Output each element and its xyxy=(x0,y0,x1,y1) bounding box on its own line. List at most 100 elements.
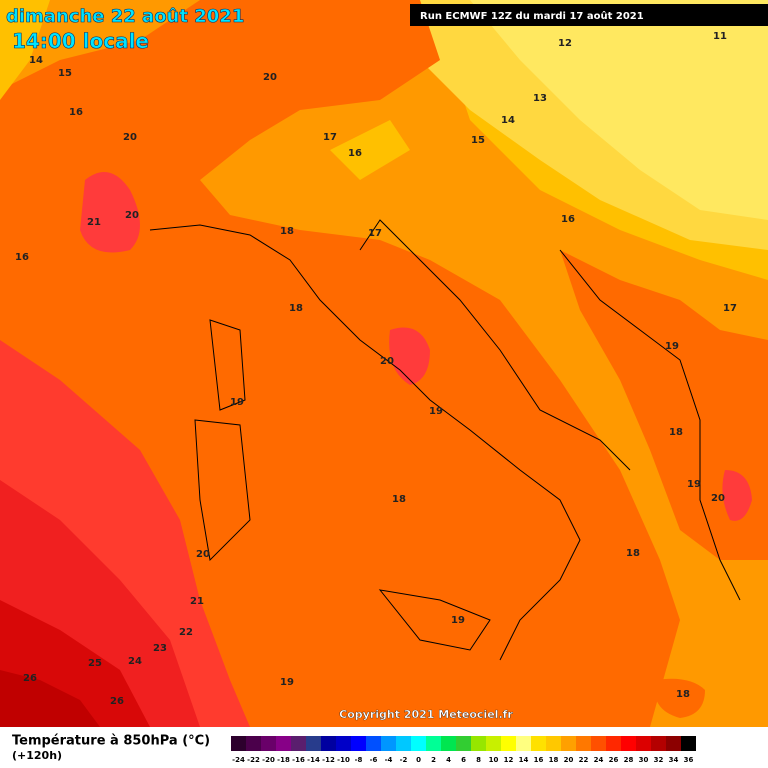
legend-swatch xyxy=(291,736,306,751)
legend-swatch xyxy=(501,736,516,751)
legend-swatch xyxy=(351,736,366,751)
contour-label: 20 xyxy=(123,132,137,143)
legend-tick: 16 xyxy=(534,756,544,764)
legend-tick: -22 xyxy=(247,756,260,764)
legend-swatch xyxy=(516,736,531,751)
legend-tick: 2 xyxy=(431,756,436,764)
legend-tick: 6 xyxy=(461,756,466,764)
contour-label: 16 xyxy=(69,107,83,118)
legend-tick: 4 xyxy=(446,756,451,764)
contour-label: 20 xyxy=(263,72,277,83)
contour-label: 17 xyxy=(323,132,337,143)
legend-swatch xyxy=(381,736,396,751)
legend-swatch xyxy=(441,736,456,751)
legend-tick: 18 xyxy=(549,756,559,764)
contour-label: 16 xyxy=(561,214,575,225)
contour-label: 16 xyxy=(15,252,29,263)
contour-label: 18 xyxy=(669,427,683,438)
legend-tick: -2 xyxy=(400,756,408,764)
legend-tick: -8 xyxy=(355,756,363,764)
temperature-field xyxy=(0,0,768,727)
legend-swatch xyxy=(591,736,606,751)
legend-tick: 12 xyxy=(504,756,514,764)
legend-swatch xyxy=(231,736,246,751)
legend-swatch xyxy=(396,736,411,751)
legend-swatch xyxy=(561,736,576,751)
legend-swatch xyxy=(621,736,636,751)
legend-tick: -12 xyxy=(322,756,335,764)
legend-swatch xyxy=(426,736,441,751)
legend-tick: 24 xyxy=(594,756,604,764)
legend-tick: 28 xyxy=(624,756,634,764)
contour-label: 11 xyxy=(713,31,727,42)
legend-swatch xyxy=(456,736,471,751)
legend-tick: 0 xyxy=(416,756,421,764)
legend-tick: 20 xyxy=(564,756,574,764)
legend-tick: 26 xyxy=(609,756,619,764)
legend-tick: 30 xyxy=(639,756,649,764)
legend-swatch xyxy=(246,736,261,751)
map-time: 14:00 locale xyxy=(12,29,149,53)
legend-tick: 14 xyxy=(519,756,529,764)
legend-swatch xyxy=(606,736,621,751)
contour-label: 14 xyxy=(29,55,43,66)
legend-swatch xyxy=(276,736,291,751)
legend-tick: -24 xyxy=(232,756,245,764)
run-info: Run ECMWF 12Z du mardi 17 août 2021 xyxy=(420,10,644,22)
contour-label: 14 xyxy=(501,115,515,126)
contour-label: 12 xyxy=(558,38,572,49)
legend-tick: 22 xyxy=(579,756,589,764)
contour-label: 24 xyxy=(128,656,142,667)
contour-label: 18 xyxy=(392,494,406,505)
legend-tick: -16 xyxy=(292,756,305,764)
copyright: Copyright 2021 Meteociel.fr xyxy=(339,708,513,721)
contour-label: 19 xyxy=(665,341,679,352)
contour-label: 20 xyxy=(125,210,139,221)
contour-label: 19 xyxy=(451,615,465,626)
contour-label: 16 xyxy=(348,148,362,159)
contour-label: 18 xyxy=(626,548,640,559)
legend-tick: -10 xyxy=(337,756,350,764)
contour-label: 15 xyxy=(58,68,72,79)
contour-label: 20 xyxy=(380,356,394,367)
legend-swatch xyxy=(261,736,276,751)
legend-swatch xyxy=(321,736,336,751)
contour-label: 26 xyxy=(110,696,124,707)
contour-label: 19 xyxy=(280,677,294,688)
legend-swatch xyxy=(336,736,351,751)
legend-swatch xyxy=(651,736,666,751)
legend-swatch xyxy=(531,736,546,751)
legend-tick: -4 xyxy=(385,756,393,764)
contour-label: 17 xyxy=(723,303,737,314)
legend-tick: 36 xyxy=(684,756,694,764)
contour-label: 23 xyxy=(153,643,167,654)
legend-tick: 32 xyxy=(654,756,664,764)
contour-label: 25 xyxy=(88,658,102,669)
contour-label: 19 xyxy=(429,406,443,417)
coastlines xyxy=(149,219,741,661)
legend-swatch xyxy=(306,736,321,751)
contour-label: 18 xyxy=(280,226,294,237)
footer-lead: (+120h) xyxy=(12,749,62,762)
contour-label: 18 xyxy=(289,303,303,314)
contour-label: 15 xyxy=(471,135,485,146)
legend-swatch xyxy=(681,736,696,751)
legend-tick: -6 xyxy=(370,756,378,764)
run-box xyxy=(410,4,768,26)
legend-swatch xyxy=(666,736,681,751)
legend-tick: 8 xyxy=(476,756,481,764)
legend-swatch xyxy=(576,736,591,751)
legend-swatch xyxy=(471,736,486,751)
map-date: dimanche 22 août 2021 xyxy=(6,6,244,27)
contour-label: 21 xyxy=(190,596,204,607)
contour-label: 17 xyxy=(368,228,382,239)
legend-swatch xyxy=(411,736,426,751)
contour-label: 20 xyxy=(711,493,725,504)
contour-label: 21 xyxy=(87,217,101,228)
legend-tick: 34 xyxy=(669,756,679,764)
contour-label: 19 xyxy=(687,479,701,490)
contour-label: 13 xyxy=(533,93,547,104)
footer-title: Température à 850hPa (°C) xyxy=(12,734,210,749)
legend-tick: -20 xyxy=(262,756,275,764)
